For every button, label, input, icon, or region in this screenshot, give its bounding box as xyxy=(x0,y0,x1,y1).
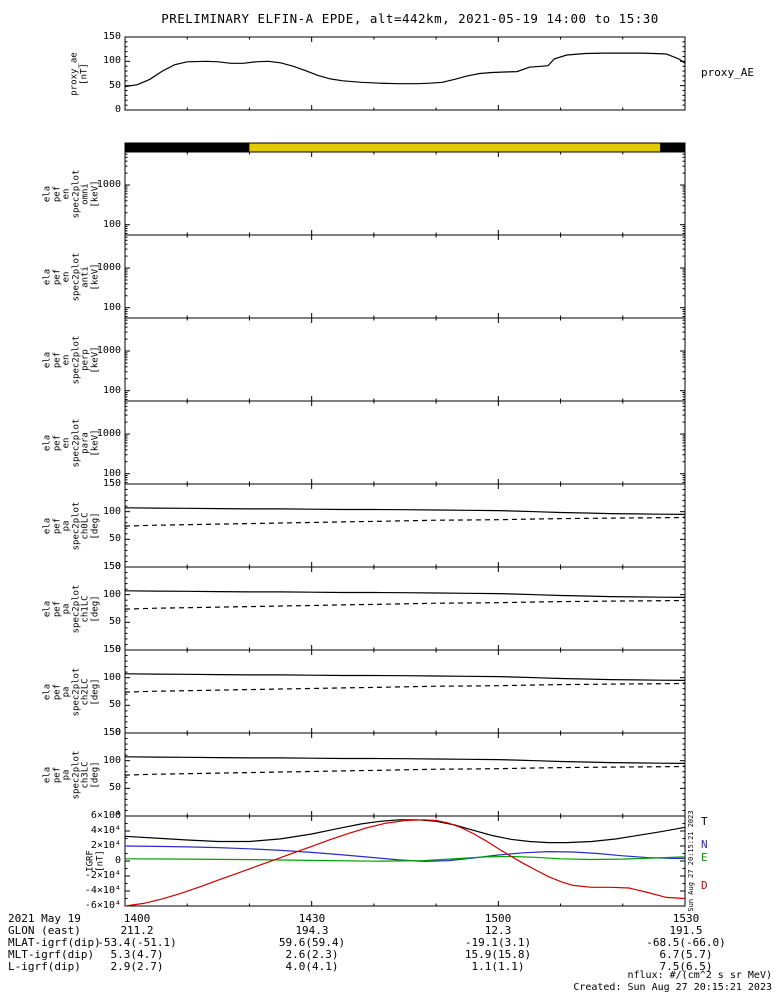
page-title: PRELIMINARY ELFIN-A EPDE, alt=442km, 202… xyxy=(161,11,659,26)
footer-value: 2.9(2.7) xyxy=(110,960,164,973)
footer-value: 211.2 xyxy=(120,924,154,937)
y-tick-label: 0 xyxy=(114,810,121,821)
footer-value: 1530 xyxy=(672,912,700,925)
y-tick-label: 150 xyxy=(102,478,121,489)
proxy-ae-right-label: proxy_AE xyxy=(701,66,754,79)
footer-value: 4.0(4.1) xyxy=(285,960,339,973)
panel-ylabel-igrf: IGRF [nT] xyxy=(85,850,106,872)
panel-ylabel-en_spec_para: ela pef en spec2plot para [keV] xyxy=(42,418,101,467)
panel-ylabel-en_spec_omni: ela pef en spec2plot omni [keV] xyxy=(42,169,101,218)
footer-value: -53.4(-51.1) xyxy=(97,936,177,949)
footer-value: 15.9(15.8) xyxy=(464,948,532,961)
y-tick-label: 150 xyxy=(102,644,121,655)
y-tick-label: 50 xyxy=(108,616,121,628)
footer-value: 1.1(1.1) xyxy=(471,960,525,973)
igrf-trace-label-N: N xyxy=(701,838,708,851)
panel-en_spec_anti xyxy=(124,234,686,319)
y-tick-label: 1000 xyxy=(96,345,121,357)
panel-pa_spec_ch1 xyxy=(124,566,686,651)
footer-value: 191.5 xyxy=(669,924,703,937)
y-tick-label: 150 xyxy=(102,561,121,572)
panel-pa_spec_ch3 xyxy=(124,732,686,817)
y-tick-label: 1000 xyxy=(96,262,121,274)
nflux-units-note: nflux: #/(cm^2 s sr MeV) xyxy=(627,970,773,981)
footer-value: 59.6(59.4) xyxy=(278,936,346,949)
y-tick-label: 0 xyxy=(114,727,121,738)
panel-ylabel-en_spec_anti: ela pef en spec2plot anti [keV] xyxy=(42,252,101,301)
y-tick-label: 0 xyxy=(114,855,121,866)
y-tick-label: 1000 xyxy=(96,428,121,440)
footer-value: 1430 xyxy=(298,912,326,925)
y-tick-label: 0 xyxy=(114,644,121,655)
y-tick-label: 100 xyxy=(102,754,121,766)
panel-ylabel-en_spec_perp: ela pef en spec2plot perp [keV] xyxy=(42,335,101,384)
igrf-trace-label-D: D xyxy=(701,879,708,892)
panel-en_spec_omni xyxy=(124,151,686,236)
y-tick-label: 100 xyxy=(102,55,121,67)
footer-value: 12.3 xyxy=(484,924,512,937)
y-tick-label: -6×10⁴ xyxy=(84,900,121,911)
footer-value: 194.3 xyxy=(295,924,329,937)
panel-science-zone-bar xyxy=(124,142,686,153)
footer-value: 1500 xyxy=(484,912,512,925)
y-tick-label: 150 xyxy=(102,31,121,42)
panel-en_spec_perp xyxy=(124,317,686,402)
y-tick-label: 50 xyxy=(108,782,121,794)
footer-value: 5.3(4.7) xyxy=(110,948,164,961)
footer-row-label: MLAT-igrf(dip) xyxy=(8,936,101,949)
panel-ylabel-proxy_ae: proxy_ae [nT] xyxy=(69,51,90,96)
igrf-trace-label-E: E xyxy=(701,851,708,864)
y-tick-label: 4×10⁴ xyxy=(90,825,121,836)
igrf-trace-label-T: T xyxy=(701,815,708,828)
panel-en_spec_para xyxy=(124,400,686,485)
footer-value: 1400 xyxy=(123,912,151,925)
y-tick-label: 100 xyxy=(102,588,121,600)
y-tick-label: 50 xyxy=(108,533,121,545)
y-tick-label: 100 xyxy=(102,671,121,683)
y-tick-label: 100 xyxy=(102,505,121,517)
y-tick-label: 100 xyxy=(102,467,121,479)
footer-row-label: 2021 May 19 xyxy=(8,912,81,925)
created-timestamp: Created: Sun Aug 27 20:15:21 2023 xyxy=(573,982,772,993)
y-tick-label: 1000 xyxy=(96,179,121,191)
side-timestamp: Sun Aug 27 20:15:21 2023 xyxy=(687,810,695,912)
panel-ylabel-pa_spec_ch0: ela pef pa spec2plot ch0LC [deg] xyxy=(42,501,101,550)
y-tick-label: 0 xyxy=(114,561,121,572)
footer-value: 6.7(5.7) xyxy=(659,948,713,961)
y-tick-label: 150 xyxy=(102,727,121,738)
panel-ylabel-pa_spec_ch3: ela pef pa spec2plot ch3LC [deg] xyxy=(42,750,101,799)
footer-row-label: L-igrf(dip) xyxy=(8,960,81,973)
footer-value: -68.5(-66.0) xyxy=(646,936,726,949)
footer-value: 2.6(2.3) xyxy=(285,948,339,961)
footer-value: -19.1(3.1) xyxy=(464,936,532,949)
panel-pa_spec_ch0 xyxy=(124,483,686,568)
y-tick-label: 100 xyxy=(102,218,121,230)
footer-row-label: MLT-igrf(dip) xyxy=(8,948,95,961)
y-tick-label: -4×10⁴ xyxy=(84,885,121,896)
footer-row-label: GLON (east) xyxy=(8,924,81,937)
y-tick-label: 2×10⁴ xyxy=(90,840,121,851)
y-tick-label: 6×10⁴ xyxy=(90,810,121,821)
footer-value: 7.5(6.5) xyxy=(659,960,713,973)
y-tick-label: 100 xyxy=(102,384,121,396)
y-tick-label: 50 xyxy=(108,79,121,91)
panel-proxy_ae xyxy=(124,36,686,111)
panel-ylabel-pa_spec_ch2: ela pef pa spec2plot ch2LC [deg] xyxy=(42,667,101,716)
y-tick-label: 0 xyxy=(114,104,121,115)
panel-ylabel-pa_spec_ch1: ela pef pa spec2plot ch1LC [deg] xyxy=(42,584,101,633)
y-tick-label: 50 xyxy=(108,699,121,711)
y-tick-label: -2×10⁴ xyxy=(84,870,121,881)
panel-igrf xyxy=(124,815,686,907)
panel-pa_spec_ch2 xyxy=(124,649,686,734)
y-tick-label: 100 xyxy=(102,301,121,313)
